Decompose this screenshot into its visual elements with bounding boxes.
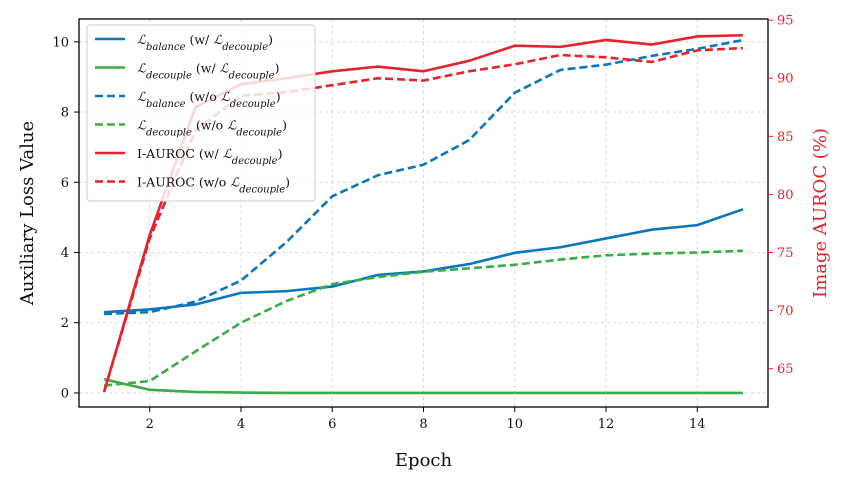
series-line-1 <box>104 208 744 314</box>
x-tick-label: 6 <box>328 417 336 432</box>
legend-label-4: ℒdecouple (w/o ℒdecouple) <box>137 118 287 139</box>
x-tick-label: 12 <box>598 417 615 432</box>
y-right-tick-label: 90 <box>777 72 794 87</box>
series-line-3 <box>104 38 744 316</box>
y-right-tick-label: 65 <box>777 362 794 377</box>
y-left-tick-label: 0 <box>61 386 69 401</box>
y-axis-left: 0 2 4 6 8 10 <box>52 35 79 401</box>
y-left-tick-label: 6 <box>61 176 69 191</box>
legend-label-6: I-AUROC (w/o ℒdecouple) <box>137 175 290 196</box>
legend-label-1: ℒbalance (w/ ℒdecouple) <box>137 32 273 53</box>
y-axis-right-title: Image AUROC (%) <box>810 128 831 298</box>
y-right-tick-label: 95 <box>777 14 794 29</box>
series-line-2 <box>103 377 743 395</box>
x-tick-label: 2 <box>146 417 154 432</box>
x-tick-label: 10 <box>506 417 523 432</box>
y-right-tick-label: 70 <box>777 304 794 319</box>
legend-label-2: ℒdecouple (w/ ℒdecouple) <box>137 61 279 82</box>
legend-label-5: I-AUROC (w/ ℒdecouple) <box>137 146 283 167</box>
y-left-tick-label: 4 <box>61 246 69 261</box>
y-right-tick-label: 85 <box>777 130 794 145</box>
x-axis: 2 4 6 8 10 12 14 <box>146 407 706 432</box>
x-tick-label: 4 <box>237 417 245 432</box>
y-axis-left-title: Auxiliary Loss Value <box>17 121 38 306</box>
series-line-6 <box>102 46 743 393</box>
y-left-tick-label: 8 <box>61 106 69 121</box>
y-right-tick-label: 75 <box>777 246 794 261</box>
y-left-tick-label: 2 <box>61 316 69 331</box>
y-left-tick-label: 10 <box>52 35 69 50</box>
x-tick-label: 14 <box>689 417 706 432</box>
x-tick-label: 8 <box>419 417 427 432</box>
y-right-tick-label: 80 <box>777 188 794 203</box>
legend-box <box>86 24 316 202</box>
x-axis-title: Epoch <box>395 450 453 471</box>
y-axis-right: 65 70 75 80 85 90 95 <box>768 14 794 377</box>
legend: ℒbalance (w/ ℒdecouple) ℒdecouple (w/ ℒde… <box>86 24 316 202</box>
legend-label-3: ℒbalance (w/o ℒdecouple) <box>137 89 281 110</box>
series-line-4 <box>103 249 743 387</box>
